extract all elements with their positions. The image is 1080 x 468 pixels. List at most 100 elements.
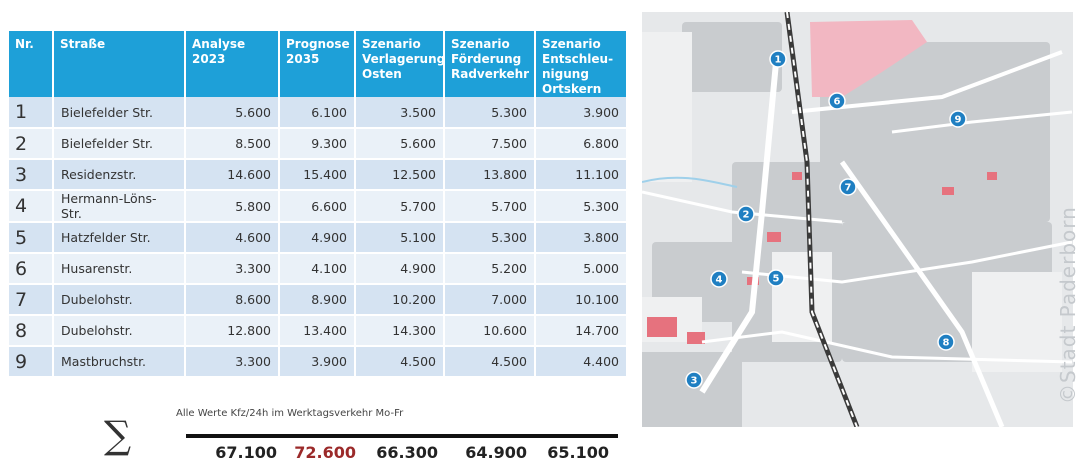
- cell-prognose: 3.900: [279, 346, 356, 378]
- map-marker-4[interactable]: 4: [710, 270, 728, 288]
- red-buildings: [647, 172, 997, 344]
- sum-analyse: 67.100: [215, 443, 277, 462]
- cell-prognose: 4.900: [279, 222, 356, 254]
- cell-szenario-ortskern: 6.800: [535, 128, 626, 160]
- map-marker-label: 7: [845, 183, 852, 194]
- cell-street: Dubelohstr.: [53, 284, 186, 316]
- cell-analyse: 8.600: [185, 284, 280, 316]
- table-row: 9 Mastbruchstr. 3.300 3.900 4.500 4.500 4.400: [9, 346, 626, 378]
- map-marker-circle: [769, 50, 787, 68]
- cell-szenario-osten: 4.500: [355, 346, 445, 378]
- map-marker-circle: [767, 269, 785, 287]
- map-marker-9[interactable]: 9: [949, 110, 967, 128]
- table-row: 1 Bielefelder Str. 5.600 6.100 3.500 5.300 3.9…: [9, 97, 626, 129]
- cell-street: Mastbruchstr.: [53, 346, 186, 378]
- cell-street: Hatzfelder Str.: [53, 222, 186, 254]
- cell-prognose: 9.300: [279, 128, 356, 160]
- cell-nr: 6: [9, 253, 54, 285]
- cell-szenario-radverkehr: 7.500: [444, 128, 536, 160]
- sum-radverkehr: 64.900: [465, 443, 527, 462]
- sum-symbol: ∑: [104, 413, 132, 457]
- table-row: 5 Hatzfelder Str. 4.600 4.900 5.100 5.300 3.80…: [9, 222, 626, 254]
- cell-nr: 5: [9, 222, 54, 254]
- railway: [784, 12, 860, 427]
- map-marker-circle: [685, 371, 703, 389]
- map-marker-circle: [828, 92, 846, 110]
- cell-nr: 2: [9, 128, 54, 160]
- map-marker-7[interactable]: 7: [839, 178, 857, 196]
- cell-analyse: 3.300: [185, 253, 280, 285]
- table-row: 8 Dubelohstr. 12.800 13.400 14.300 10.600 14.7…: [9, 315, 626, 347]
- cell-nr: 8: [9, 315, 54, 347]
- cell-szenario-ortskern: 5.000: [535, 253, 626, 285]
- map-marker-circle: [737, 205, 755, 223]
- map-marker-6[interactable]: 6: [828, 92, 846, 110]
- map-marker-label: 6: [834, 97, 841, 108]
- cell-street: Bielefelder Str.: [53, 128, 186, 160]
- cell-street: Dubelohstr.: [53, 315, 186, 347]
- cell-prognose: 15.400: [279, 159, 356, 191]
- cell-analyse: 8.500: [185, 128, 280, 160]
- traffic-table: Nr. Straße Analyse 2023 Prognose 2035 Szen…: [9, 31, 626, 378]
- header-szenario-radverkehr: Szenario Förderung Radverkehr: [444, 31, 536, 97]
- sum-prognose: 72.600: [294, 443, 356, 462]
- cell-szenario-radverkehr: 13.800: [444, 159, 536, 191]
- cell-szenario-ortskern: 14.700: [535, 315, 626, 347]
- sum-osten: 66.300: [376, 443, 438, 462]
- header-szenario-ortskern: Szenario Entschleu-nigung Ortskern: [535, 31, 626, 97]
- map-marker-circle: [949, 110, 967, 128]
- cell-szenario-ortskern: 10.100: [535, 284, 626, 316]
- sum-ortskern: 65.100: [547, 443, 609, 462]
- cell-nr: 7: [9, 284, 54, 316]
- cell-szenario-ortskern: 11.100: [535, 159, 626, 191]
- cell-analyse: 14.600: [185, 159, 280, 191]
- table-row: 4 Hermann-Löns-Str. 5.800 6.600 5.700 5.700 5.…: [9, 190, 626, 223]
- map-credit: ©Stadt Paderborn: [1056, 206, 1080, 404]
- cell-szenario-ortskern: 5.300: [535, 190, 626, 223]
- cell-nr: 9: [9, 346, 54, 378]
- cell-prognose: 4.100: [279, 253, 356, 285]
- map-marker-1[interactable]: 1: [769, 50, 787, 68]
- map-marker-label: 4: [716, 275, 723, 286]
- map-marker-5[interactable]: 5: [767, 269, 785, 287]
- header-nr: Nr.: [9, 31, 54, 97]
- industrial-area: [810, 20, 927, 97]
- cell-szenario-ortskern: 4.400: [535, 346, 626, 378]
- cell-szenario-radverkehr: 4.500: [444, 346, 536, 378]
- cell-szenario-radverkehr: 7.000: [444, 284, 536, 316]
- cell-prognose: 8.900: [279, 284, 356, 316]
- footnote: Alle Werte Kfz/24h im Werktagsverkehr Mo…: [176, 408, 404, 419]
- header-prognose: Prognose 2035: [279, 31, 356, 97]
- cell-szenario-osten: 10.200: [355, 284, 445, 316]
- header-analyse: Analyse 2023: [185, 31, 280, 97]
- map-markers: 1 2 3 4 5 6 7 8 9: [685, 50, 967, 389]
- map-marker-3[interactable]: 3: [685, 371, 703, 389]
- cell-szenario-radverkehr: 10.600: [444, 315, 536, 347]
- cell-szenario-osten: 14.300: [355, 315, 445, 347]
- cell-szenario-osten: 5.700: [355, 190, 445, 223]
- table-row: 2 Bielefelder Str. 8.500 9.300 5.600 7.500 6.8…: [9, 128, 626, 160]
- map-marker-8[interactable]: 8: [937, 333, 955, 351]
- table-body: 1 Bielefelder Str. 5.600 6.100 3.500 5.300 3.9…: [9, 97, 626, 378]
- cell-analyse: 5.800: [185, 190, 280, 223]
- map-marker-label: 3: [691, 376, 698, 387]
- header-strasse: Straße: [53, 31, 186, 97]
- map-marker-label: 1: [775, 55, 782, 66]
- cell-prognose: 6.600: [279, 190, 356, 223]
- map-marker-2[interactable]: 2: [737, 205, 755, 223]
- cell-prognose: 13.400: [279, 315, 356, 347]
- map-marker-label: 9: [955, 115, 962, 126]
- cell-analyse: 4.600: [185, 222, 280, 254]
- cell-street: Hermann-Löns-Str.: [53, 190, 186, 223]
- cell-szenario-ortskern: 3.900: [535, 97, 626, 129]
- cell-szenario-osten: 12.500: [355, 159, 445, 191]
- cell-szenario-radverkehr: 5.300: [444, 222, 536, 254]
- map-marker-circle: [839, 178, 857, 196]
- map-marker-label: 2: [743, 210, 750, 221]
- cell-szenario-radverkehr: 5.300: [444, 97, 536, 129]
- map-marker-label: 8: [943, 338, 950, 349]
- map-marker-circle: [937, 333, 955, 351]
- table-header-row: Nr. Straße Analyse 2023 Prognose 2035 Szen…: [9, 31, 626, 97]
- cell-szenario-osten: 5.600: [355, 128, 445, 160]
- cell-analyse: 3.300: [185, 346, 280, 378]
